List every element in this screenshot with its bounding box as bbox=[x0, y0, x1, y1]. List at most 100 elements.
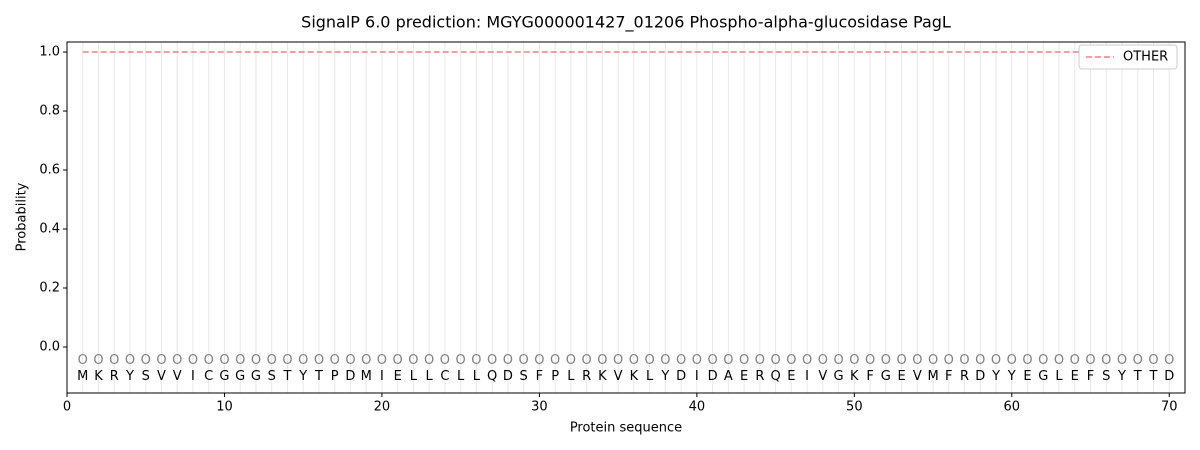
region-label: O bbox=[78, 353, 88, 368]
residue-label: C bbox=[204, 369, 213, 384]
residue-label: P bbox=[331, 369, 339, 384]
residue-label: Y bbox=[1007, 369, 1016, 384]
region-label: O bbox=[456, 353, 466, 368]
region-label: O bbox=[1054, 353, 1064, 368]
residue-label: L bbox=[426, 369, 434, 384]
region-label: O bbox=[188, 353, 198, 368]
residue-label: G bbox=[235, 369, 245, 384]
residue-label: C bbox=[440, 369, 449, 384]
residue-label: Y bbox=[125, 369, 134, 384]
region-label: O bbox=[582, 353, 592, 368]
region-label: O bbox=[393, 353, 403, 368]
residue-label: F bbox=[866, 369, 873, 384]
residue-label: V bbox=[157, 369, 166, 384]
region-label: O bbox=[676, 353, 686, 368]
region-label: O bbox=[282, 353, 292, 368]
region-label: O bbox=[833, 353, 843, 368]
region-label: O bbox=[991, 353, 1001, 368]
y-tick-label: 0.0 bbox=[39, 339, 60, 354]
region-label: O bbox=[141, 353, 151, 368]
region-label: O bbox=[1007, 353, 1017, 368]
region-label: O bbox=[881, 353, 891, 368]
region-label: O bbox=[204, 353, 214, 368]
residue-label: V bbox=[614, 369, 623, 384]
region-label: O bbox=[330, 353, 340, 368]
residue-label: F bbox=[945, 369, 952, 384]
region-label: O bbox=[471, 353, 481, 368]
residue-label: R bbox=[110, 369, 119, 384]
region-label: O bbox=[267, 353, 277, 368]
region-label: O bbox=[109, 353, 119, 368]
residue-label: F bbox=[1087, 369, 1094, 384]
region-label: O bbox=[172, 353, 182, 368]
x-tick-label: 20 bbox=[374, 400, 391, 415]
residue-label: G bbox=[219, 369, 229, 384]
region-label: O bbox=[818, 353, 828, 368]
residue-label: G bbox=[1038, 369, 1048, 384]
region-label: O bbox=[519, 353, 529, 368]
region-label: O bbox=[345, 353, 355, 368]
residue-label: D bbox=[1164, 369, 1174, 384]
region-label: O bbox=[487, 353, 497, 368]
residue-label: E bbox=[1071, 369, 1079, 384]
residue-label: S bbox=[520, 369, 528, 384]
region-label: O bbox=[1070, 353, 1080, 368]
residue-label: D bbox=[503, 369, 513, 384]
residue-label: M bbox=[361, 369, 372, 384]
region-label: O bbox=[629, 353, 639, 368]
residue-label: K bbox=[598, 369, 607, 384]
region-label: O bbox=[1101, 353, 1111, 368]
residue-label: T bbox=[1133, 369, 1142, 384]
residue-label: D bbox=[676, 369, 686, 384]
region-label: O bbox=[944, 353, 954, 368]
region-label: O bbox=[692, 353, 702, 368]
region-label: O bbox=[912, 353, 922, 368]
region-label: O bbox=[1038, 353, 1048, 368]
region-label: O bbox=[865, 353, 875, 368]
y-axis-label: Probability bbox=[15, 182, 30, 251]
x-tick-label: 50 bbox=[846, 400, 863, 415]
residue-label: E bbox=[787, 369, 795, 384]
y-tick-label: 0.4 bbox=[39, 222, 60, 237]
residue-label: M bbox=[77, 369, 88, 384]
residue-label: T bbox=[1149, 369, 1158, 384]
region-label: O bbox=[534, 353, 544, 368]
residue-label: D bbox=[975, 369, 985, 384]
residue-label: E bbox=[740, 369, 748, 384]
region-label: O bbox=[975, 353, 985, 368]
residue-label: R bbox=[960, 369, 969, 384]
region-label: O bbox=[424, 353, 434, 368]
region-label: O bbox=[597, 353, 607, 368]
residue-label: L bbox=[473, 369, 481, 384]
residue-label: L bbox=[646, 369, 654, 384]
legend-label: OTHER bbox=[1123, 50, 1168, 65]
region-label: O bbox=[1117, 353, 1127, 368]
region-label: O bbox=[755, 353, 765, 368]
residue-label: G bbox=[834, 369, 844, 384]
residue-label: A bbox=[724, 369, 733, 384]
x-tick-label: 10 bbox=[216, 400, 233, 415]
region-label: O bbox=[235, 353, 245, 368]
residue-label: M bbox=[927, 369, 938, 384]
residue-label: P bbox=[551, 369, 559, 384]
residue-label: S bbox=[1102, 369, 1110, 384]
region-label: O bbox=[566, 353, 576, 368]
y-tick-label: 0.2 bbox=[39, 280, 60, 295]
residue-label: I bbox=[191, 369, 195, 384]
residue-label: E bbox=[897, 369, 905, 384]
x-tick-label: 0 bbox=[63, 400, 71, 415]
x-tick-label: 40 bbox=[689, 400, 706, 415]
residue-label: I bbox=[380, 369, 384, 384]
x-tick-label: 30 bbox=[531, 400, 548, 415]
region-label: O bbox=[219, 353, 229, 368]
region-label: O bbox=[314, 353, 324, 368]
residue-label: Q bbox=[770, 369, 780, 384]
region-label: O bbox=[802, 353, 812, 368]
region-label: O bbox=[770, 353, 780, 368]
x-axis-label: Protein sequence bbox=[570, 421, 682, 436]
region-label: O bbox=[896, 353, 906, 368]
residue-label: R bbox=[755, 369, 764, 384]
residue-label: T bbox=[282, 369, 291, 384]
residue-label: S bbox=[268, 369, 276, 384]
